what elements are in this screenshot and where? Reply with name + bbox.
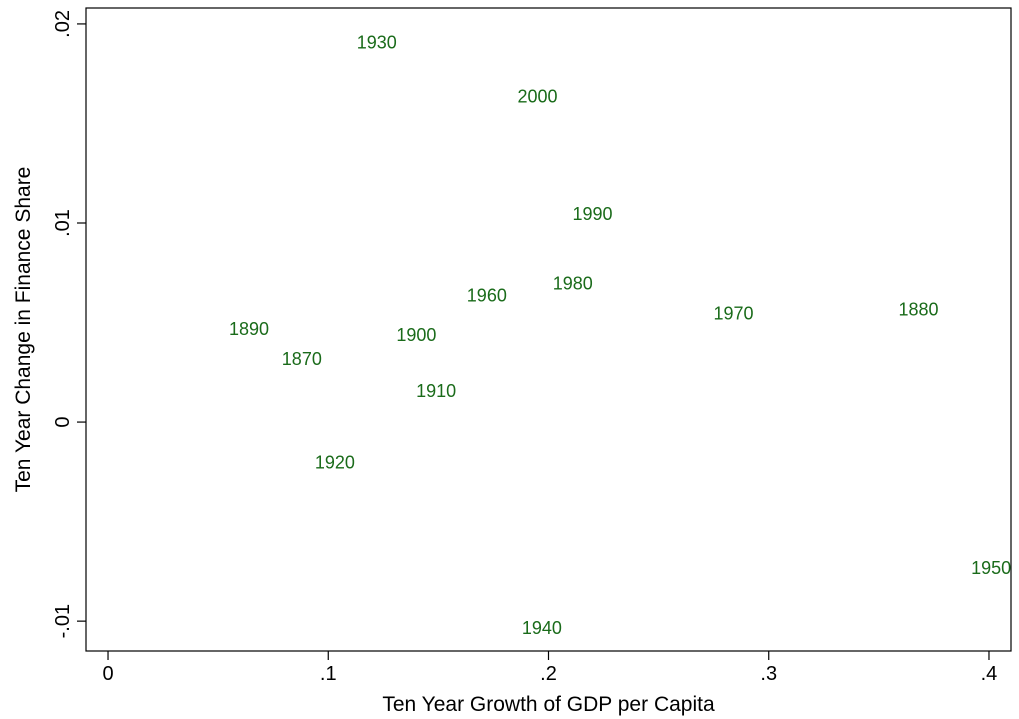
data-point-label-1960: 1960	[467, 285, 507, 305]
y-tick-label: 0	[52, 417, 74, 428]
y-tick-label: .01	[52, 209, 74, 237]
data-point-label-1950: 1950	[971, 558, 1011, 578]
data-point-label-1940: 1940	[522, 618, 562, 638]
x-tick-label: .4	[981, 663, 998, 685]
data-point-label-1970: 1970	[713, 303, 753, 323]
data-point-label-1980: 1980	[553, 273, 593, 293]
data-point-label-1910: 1910	[416, 381, 456, 401]
data-point-label-1930: 1930	[357, 33, 397, 53]
y-axis: -.01 0 .01 .02	[52, 10, 86, 638]
data-point-label-1870: 1870	[282, 349, 322, 369]
data-point-label-1890: 1890	[229, 319, 269, 339]
data-point-label-1920: 1920	[315, 453, 355, 473]
y-axis-title: Ten Year Change in Finance Share	[12, 167, 35, 493]
x-tick-label: 0	[102, 663, 113, 685]
x-axis: 0 .1 .2 .3 .4	[102, 651, 997, 685]
x-tick-label: .3	[760, 663, 777, 685]
data-point-label-1880: 1880	[898, 299, 938, 319]
x-axis-title: Ten Year Growth of GDP per Capita	[382, 693, 715, 716]
x-tick-label: .2	[540, 663, 557, 685]
x-tick-label: .1	[320, 663, 337, 685]
data-point-label-1900: 1900	[396, 325, 436, 345]
data-point-label-2000: 2000	[517, 86, 557, 106]
y-tick-label: -.01	[52, 604, 74, 638]
data-point-label-1990: 1990	[573, 204, 613, 224]
y-tick-label: .02	[52, 10, 74, 38]
data-point-labels: 1870 1880 1890 1900 1910 1920 1930 1940 1950 1960…	[229, 33, 1011, 638]
